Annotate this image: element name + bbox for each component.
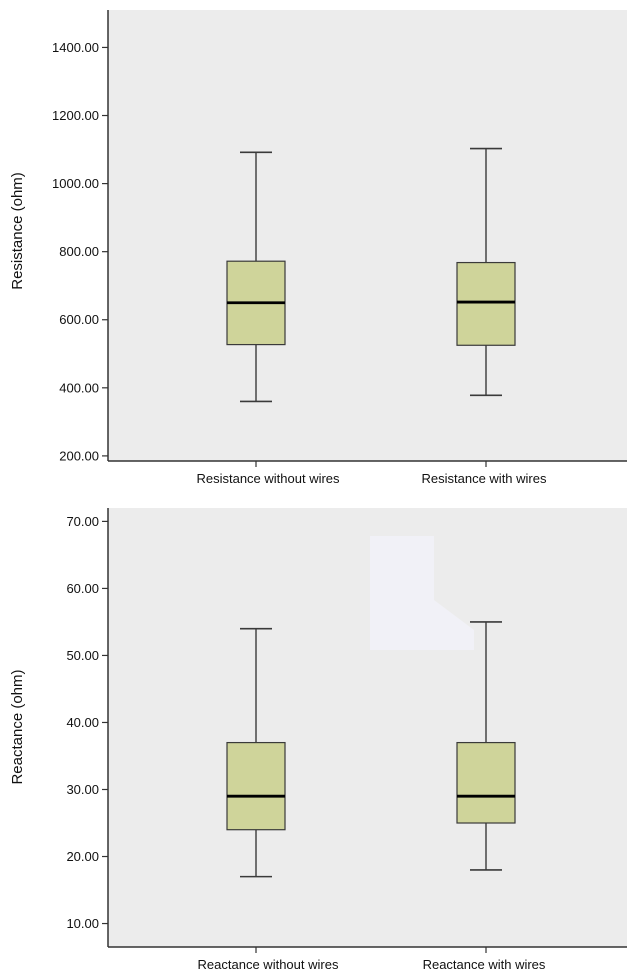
y-tick-label: 1400.00 bbox=[52, 40, 99, 55]
y-tick-label: 60.00 bbox=[66, 581, 99, 596]
pale-patch bbox=[370, 536, 474, 650]
box-plot-item bbox=[226, 627, 286, 878]
box-plot-item bbox=[456, 147, 516, 397]
box-plot-item bbox=[456, 621, 516, 871]
y-tick-label: 30.00 bbox=[66, 782, 99, 797]
y-axis-title: Reactance (ohm) bbox=[9, 669, 26, 784]
plot-area bbox=[108, 10, 627, 461]
y-axis-title: Resistance (ohm) bbox=[9, 172, 26, 290]
x-category-label: Reactance without wires bbox=[198, 957, 339, 972]
y-tick-label: 70.00 bbox=[66, 514, 99, 529]
reactance-panel: 10.00 20.00 30.00 40.00 50.00 60.00 70.00 React… bbox=[9, 508, 627, 972]
x-category-label: Resistance without wires bbox=[196, 471, 340, 486]
iqr-box bbox=[456, 261, 516, 346]
plot-area bbox=[108, 508, 627, 947]
y-tick-label: 50.00 bbox=[66, 648, 99, 663]
y-tick-label: 600.00 bbox=[59, 312, 99, 327]
x-category-label: Reactance with wires bbox=[423, 957, 546, 972]
y-tick-label: 40.00 bbox=[66, 715, 99, 730]
y-tick-label: 1200.00 bbox=[52, 108, 99, 123]
x-category-label: Resistance with wires bbox=[422, 471, 547, 486]
y-tick-label: 200.00 bbox=[59, 448, 99, 463]
resistance-panel: 200.00 400.00 600.00 800.00 1000.00 1200.00 14… bbox=[9, 10, 627, 486]
y-tick-label: 1000.00 bbox=[52, 176, 99, 191]
y-tick-label: 800.00 bbox=[59, 244, 99, 259]
iqr-box bbox=[456, 741, 516, 824]
box-plot-item bbox=[226, 151, 286, 403]
y-tick-label: 400.00 bbox=[59, 380, 99, 395]
y-tick-label: 10.00 bbox=[66, 916, 99, 931]
y-tick-label: 20.00 bbox=[66, 849, 99, 864]
iqr-box bbox=[226, 741, 286, 831]
